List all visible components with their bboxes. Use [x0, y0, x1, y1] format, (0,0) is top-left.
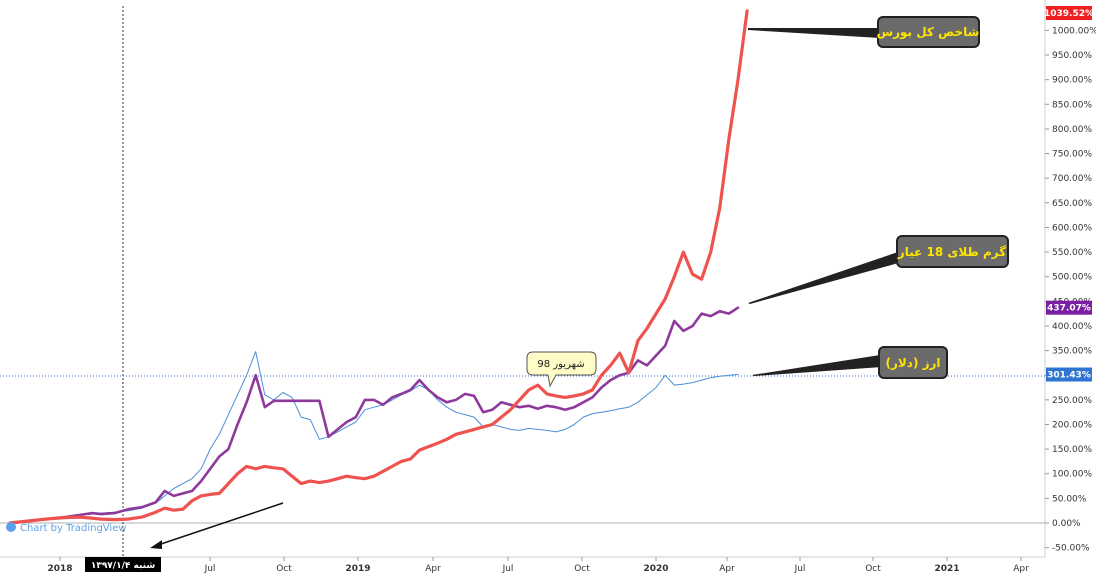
y-tick-label: 0.00%: [1052, 519, 1081, 529]
x-tick-label: Jul: [794, 564, 806, 574]
y-tick-label: 800.00%: [1052, 125, 1092, 135]
y-tick-label: 900.00%: [1052, 76, 1092, 86]
date-arrow: [150, 502, 284, 549]
tradingview-watermark: Chart by TradingView: [6, 522, 127, 534]
callout-gold: گرم طلای 18 عیار: [896, 235, 1009, 268]
x-tick-label: Oct: [865, 564, 881, 574]
series-layer: [8, 9, 749, 525]
y-tick-label: 250.00%: [1052, 396, 1092, 406]
y-tick-label: 500.00%: [1052, 273, 1092, 283]
callout-boors-text: شاخص کل بورس: [877, 25, 980, 40]
callout-dollar-text: ارز (دلار): [885, 356, 940, 370]
callout-pointers: [748, 28, 902, 376]
callout-gold-text: گرم طلای 18 عیار: [897, 245, 1006, 260]
last-value-text-2: 301.43%: [1047, 371, 1091, 381]
y-tick-label: 650.00%: [1052, 199, 1092, 209]
callout-pointer-dollar: [752, 355, 882, 376]
x-tick-label: Jul: [502, 564, 514, 574]
crosshair-date-text: شنبه ۱۳۹۷/۱/۴: [91, 561, 155, 571]
series-line-1: [8, 306, 740, 525]
crosshair-date-label: شنبه ۱۳۹۷/۱/۴: [85, 557, 161, 572]
watermark-text: Chart by TradingView: [20, 523, 127, 534]
x-tick-label: Oct: [574, 564, 590, 574]
last-value-badge-2: [1046, 367, 1092, 382]
y-tick-label: 700.00%: [1052, 174, 1092, 184]
x-tick-label: Apr: [719, 564, 735, 574]
callout-shahrivar: شهریور 98: [526, 351, 597, 388]
y-tick-label: 950.00%: [1052, 51, 1092, 61]
y-tick-label: 550.00%: [1052, 248, 1092, 258]
x-tick-label: 2018: [47, 564, 72, 574]
x-tick-label: Apr: [425, 564, 441, 574]
last-value-badge-1: [1046, 300, 1092, 315]
callout-shahrivar-text: شهریور 98: [537, 359, 584, 370]
last-value-badge-0: [1046, 6, 1092, 20]
x-axis-ticks: 2018 Jul Oct 2019 Apr Jul Oct 2020 Apr Jul Oct 2021…: [47, 557, 1029, 574]
y-tick-label: 600.00%: [1052, 223, 1092, 233]
axes-frame: [0, 0, 1046, 558]
y-tick-label: 400.00%: [1052, 322, 1092, 332]
y-tick-label: 150.00%: [1052, 445, 1092, 455]
x-tick-label: Jul: [204, 564, 216, 574]
x-tick-label: 2021: [934, 564, 959, 574]
x-tick-label: 2019: [345, 564, 370, 574]
last-value-labels: 1039.52% 437.07% 301.43%: [1044, 6, 1094, 382]
last-value-text-0: 1039.52%: [1044, 9, 1094, 19]
series-line-0: [8, 9, 749, 525]
x-tick-label: 2020: [643, 564, 668, 574]
y-tick-label: 1000.00%: [1052, 26, 1096, 36]
y-tick-label: 50.00%: [1052, 494, 1087, 504]
last-value-text-1: 437.07%: [1047, 304, 1091, 314]
callout-boors: شاخص کل بورس: [877, 16, 980, 48]
callout-pointer-boors: [748, 28, 880, 38]
callout-dollar: ارز (دلار): [878, 346, 948, 379]
x-tick-label: Oct: [276, 564, 292, 574]
y-tick-label: 750.00%: [1052, 150, 1092, 160]
x-tick-label: Apr: [1013, 564, 1029, 574]
y-tick-label: 100.00%: [1052, 470, 1092, 480]
y-tick-label: 350.00%: [1052, 347, 1092, 357]
callout-pointer-gold: [748, 252, 902, 304]
y-tick-label: 200.00%: [1052, 420, 1092, 430]
y-tick-label: -50.00%: [1052, 544, 1090, 554]
y-tick-label: 850.00%: [1052, 100, 1092, 110]
